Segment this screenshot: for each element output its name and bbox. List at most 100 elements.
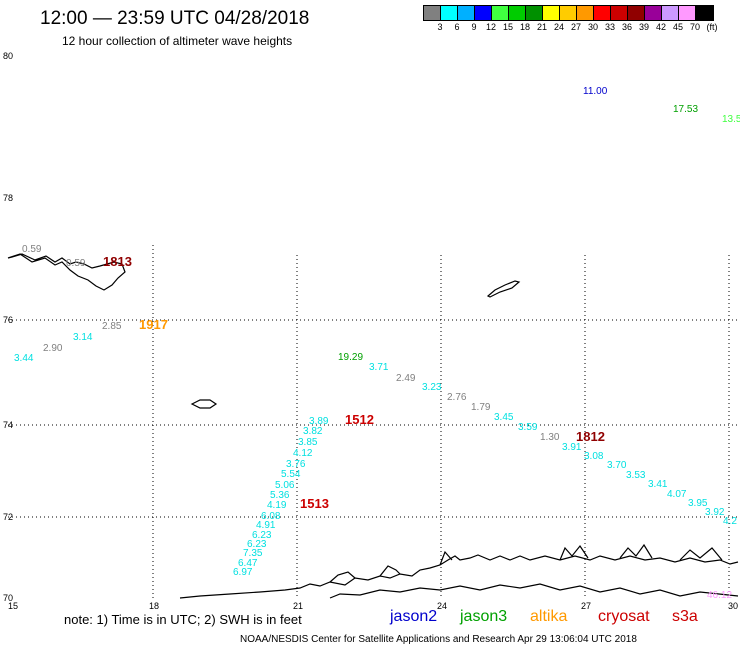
coast-detail-1 [329,571,356,583]
satellite-legend-jason2: jason2 [390,608,438,625]
wave-height-value: 3.71 [369,362,389,373]
wave-height-value: 11.00 [583,86,608,97]
satellite-legend-altika: altika [530,608,568,625]
legend-swatch [645,6,662,20]
wave-height-value: 3.45 [494,412,514,423]
legend-tick: 45 [672,22,684,32]
wave-height-value: 2.90 [43,343,63,354]
wave-height-value: 3.14 [73,332,93,343]
wave-height-value: 3.44 [14,353,34,364]
coast-detail-6 [679,547,723,561]
x-axis-label: 24 [437,601,447,611]
legend-tick: 39 [638,22,650,32]
wave-height-value: 3.92 [705,507,725,518]
credit-line: NOAA/NESDIS Center for Satellite Applica… [240,634,637,645]
legend-tick: 33 [604,22,616,32]
x-axis-label: 21 [293,601,303,611]
wave-height-value: 0.59 [22,244,42,255]
wave-height-value: 0.59 [66,258,86,269]
legend-tick: 18 [519,22,531,32]
legend-swatch [594,6,611,20]
legend-swatch [628,6,645,20]
wave-height-value: 3.89 [309,416,329,427]
wave-height-value: 1.79 [471,402,491,413]
wave-height-value: 17.53 [673,104,698,115]
wave-height-value: 6.23 [247,539,267,550]
y-axis-label: 70 [3,593,13,603]
map-title: 12:00 — 23:59 UTC 04/28/2018 [40,8,310,29]
wave-height-value: 3.23 [422,382,442,393]
wave-height-value: 4.12 [293,448,313,459]
legend-swatch [475,6,492,20]
wave-height-value: 5.54 [281,469,301,480]
legend-tick: (ft) [706,22,718,32]
legend-swatch [560,6,577,20]
satellite-legend-s3a: s3a [672,608,698,625]
wave-height-value: 3.95 [688,498,708,509]
coastline [7,253,739,599]
legend-swatch [441,6,458,20]
legend-tick: 21 [536,22,548,32]
legend-tick: 24 [553,22,565,32]
wave-height-value: 46.12 [707,590,732,601]
coast-detail-2 [379,565,401,577]
pass-time-label: 1512 [345,412,374,427]
legend-swatch [526,6,543,20]
wave-height-value: 3.53 [626,470,646,481]
pass-time-label: 1513 [300,496,329,511]
wave-height-value: 6.97 [233,567,253,578]
wave-height-value: 5.06 [275,480,295,491]
wave-height-value: 3.70 [607,460,627,471]
wave-height-value: 3.59 [518,422,538,433]
wave-height-value: 5.36 [270,490,290,501]
legend-swatch [424,6,441,20]
wave-height-value: 3.82 [303,426,323,437]
wave-height-value: 7.35 [243,548,263,559]
wave-height-value: 4.2 [723,516,737,527]
pass-time-label: 1813 [103,254,132,269]
y-axis-label: 80 [3,51,13,61]
legend-tick: 27 [570,22,582,32]
legend-swatch [577,6,594,20]
wave-height-value: 6.23 [252,530,272,541]
legend-tick: 36 [621,22,633,32]
wave-height-labels: 0.59 0.59 1813 2.85 1917 3.14 2.90 3.44 11.00 17.… [14,86,740,601]
grid [8,245,740,598]
kvitoya-island [486,280,521,298]
pass-time-label: 1812 [576,429,605,444]
legend-swatch [458,6,475,20]
norway-coast [179,554,739,599]
legend-swatch [492,6,509,20]
legend-tick: 30 [587,22,599,32]
wave-height-value: 2.76 [447,392,467,403]
svalbard-coast [7,253,126,291]
y-axis-labels: 80 78 76 74 72 70 [3,51,13,603]
coast-detail-5 [619,543,653,559]
satellite-legend-jason3: jason3 [460,608,508,625]
wave-height-value: 3.76 [286,459,306,470]
wave-height-value: 3.41 [648,479,668,490]
coast-detail-3 [439,550,453,566]
legend-ticks: 3 6 9 12 15 18 21 24 27 30 33 36 39 42 45 70 (ft) [0,22,740,34]
x-axis-label: 27 [581,601,591,611]
wave-height-value: 3.08 [584,451,604,462]
x-axis-label: 30 [728,601,738,611]
y-axis-label: 74 [3,420,13,430]
y-axis-label: 78 [3,193,13,203]
wave-height-value: 3.91 [562,442,582,453]
wave-height-value: 6.47 [238,558,258,569]
wave-height-value: 2.85 [102,321,122,332]
color-legend [423,5,714,21]
legend-tick: 70 [689,22,701,32]
y-axis-label: 76 [3,315,13,325]
legend-tick: 3 [437,22,443,32]
wave-height-value: 1.30 [540,432,560,443]
wave-height-value: 13.5 [722,114,740,125]
x-axis-label: 18 [149,601,159,611]
legend-tick: 9 [471,22,477,32]
wave-height-value: 2.49 [396,373,416,384]
wave-height-value: 3.85 [298,437,318,448]
legend-tick: 12 [485,22,497,32]
bear-island [190,399,218,409]
wave-height-value: 19.29 [338,352,363,363]
